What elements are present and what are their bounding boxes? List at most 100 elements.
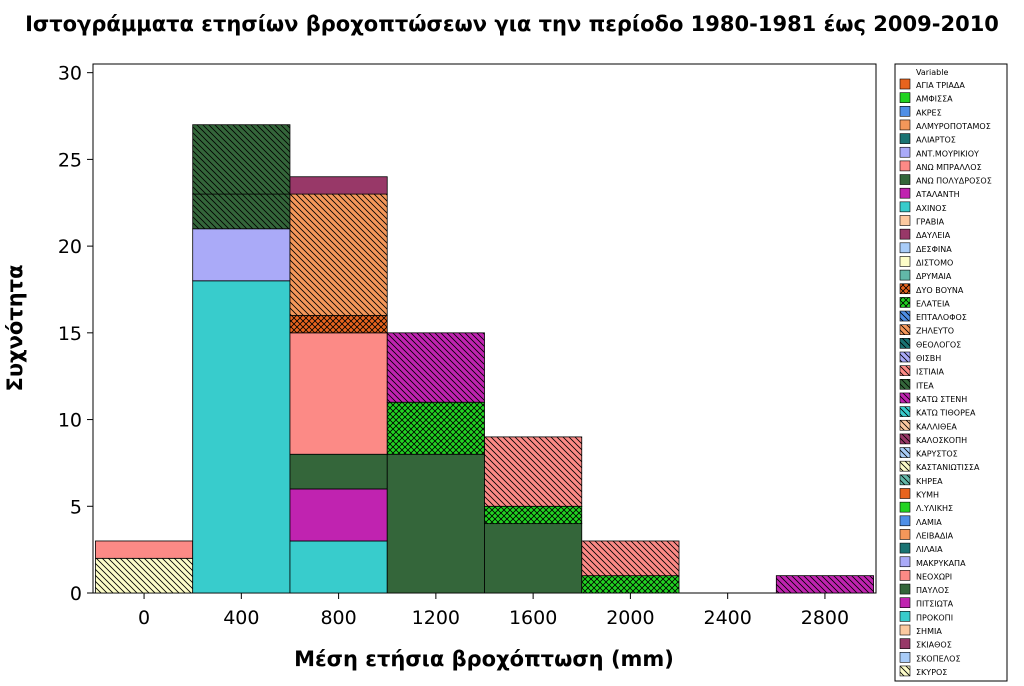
x-tick-label: 2000 <box>606 607 654 629</box>
bar-segment-0-1 <box>95 540 194 559</box>
legend-label: ΙΤΕΑ <box>916 381 934 390</box>
legend-label: ΠΡΟΚΟΠΙ <box>916 613 953 622</box>
legend-swatch <box>899 365 911 376</box>
legend-label: ΑΚΡΕΣ <box>916 108 942 117</box>
legend-label: ΣΗΜΙΑ <box>916 627 942 636</box>
y-tick-label: 0 <box>70 583 82 605</box>
legend-label: ΔΕΣΦΙΝΑ <box>916 245 952 254</box>
legend-label: ΙΣΤΙΑΙΑ <box>916 368 944 377</box>
legend-swatch <box>899 160 911 172</box>
legend-swatch <box>899 419 911 431</box>
legend-label: ΕΠΤΑΛΟΦΟΣ <box>916 313 967 322</box>
legend-label: ΘΕΟΛΟΓΟΣ <box>916 340 961 349</box>
legend-swatch <box>899 324 911 336</box>
legend-label: ΛΑΜΙΑ <box>916 518 942 527</box>
legend-box <box>894 63 1008 682</box>
bar-segment-800-7 <box>289 488 388 542</box>
bar-segment-400-5 <box>192 124 291 195</box>
legend-label: ΑΧΙΝΟΣ <box>916 204 947 213</box>
legend-label: ΑΛΙΑΡΤΟΣ <box>916 136 956 145</box>
legend-swatch <box>899 583 911 595</box>
legend-swatch <box>899 92 911 103</box>
legend-swatch <box>899 174 911 185</box>
legend-swatch <box>899 447 911 458</box>
x-tick-label: 2800 <box>801 607 849 629</box>
legend-label: ΠΑΥΛΟΣ <box>916 586 949 595</box>
bar-segment-400-2 <box>192 280 291 594</box>
legend-swatch <box>899 242 911 254</box>
legend-swatch <box>899 638 911 649</box>
bar-segment-2800-21 <box>775 575 874 594</box>
legend-label: ΣΚΙΑΘΟΣ <box>916 641 952 650</box>
x-tick-label: 400 <box>223 607 259 629</box>
legend-swatch <box>899 433 911 445</box>
y-tick-label: 15 <box>58 323 82 345</box>
y-tick-label: 20 <box>58 236 82 258</box>
bar-segment-800-11 <box>289 193 388 316</box>
legend-swatch <box>899 597 911 609</box>
legend-swatch <box>899 501 911 513</box>
legend-swatch <box>899 570 911 581</box>
legend-swatch <box>899 624 911 636</box>
legend-label: ΚΑΡΥΣΤΟΣ <box>916 450 958 459</box>
legend-label: ΚΑΛΛΙΘΕΑ <box>916 422 957 431</box>
legend-label: ΚΑΤΩ ΣΤΕΝΗ <box>916 395 967 404</box>
legend-label: ΝΕΟΧΩΡΙ <box>916 572 952 581</box>
legend-swatch <box>899 269 911 281</box>
legend-label: ΔΡΥΜΑΙΑ <box>916 272 952 281</box>
x-axis: 0 400 800 1200 1600 2000 2400 2800 <box>138 593 849 629</box>
y-tick-label: 25 <box>58 149 82 171</box>
legend-swatch <box>899 310 911 322</box>
legend-swatch <box>899 378 911 390</box>
legend-label: ΑΝΩ ΜΠΡΑΛΛΟΣ <box>916 163 982 172</box>
x-tick-label: 0 <box>138 607 150 629</box>
bar-segment-800-9 <box>289 332 388 455</box>
legend-swatch <box>899 665 911 677</box>
legend-swatch <box>899 297 911 308</box>
bar-segment-2000-20 <box>581 540 680 577</box>
legend-swatch <box>899 215 911 226</box>
x-tick-label: 1600 <box>509 607 557 629</box>
legend-swatch <box>899 133 911 144</box>
y-axis-title: Συχνότητα <box>3 265 27 392</box>
legend-swatch <box>899 556 911 568</box>
legend-label: ΚΑΣΤΑΝΙΩΤΙΣΣΑ <box>916 463 980 472</box>
legend-swatch <box>899 228 911 240</box>
bar-segment-1600-16 <box>484 523 583 594</box>
bar-segment-1600-17 <box>484 505 583 525</box>
legend-label: ΠΙΤΣΙΩΤΑ <box>916 600 954 609</box>
bar-segment-400-4 <box>192 193 291 230</box>
y-tick-label: 30 <box>58 63 82 85</box>
bar-segment-400-3 <box>192 228 291 282</box>
legend-swatch <box>899 146 911 158</box>
legend-label: ΑΝΩ ΠΟΛΥΔΡΟΣΟΣ <box>916 177 992 186</box>
legend-label: ΑΓΙΑ ΤΡΙΑΔΑ <box>916 81 965 90</box>
bar-segment-1200-15 <box>386 332 485 403</box>
legend-swatch <box>899 406 911 417</box>
legend-swatch <box>899 460 911 472</box>
x-tick-label: 800 <box>320 607 356 629</box>
legend-swatch <box>899 201 911 213</box>
bar-segment-800-6 <box>289 540 388 594</box>
legend-swatch <box>899 392 911 404</box>
bar-segment-1200-14 <box>386 401 485 455</box>
legend-swatch <box>899 474 911 486</box>
x-tick-label: 1200 <box>412 607 460 629</box>
chart-title: Ιστογράμματα ετησίων βροχοπτώσεων για τη… <box>25 12 999 36</box>
legend-label: ΚΗΡΕΑ <box>916 477 943 486</box>
legend-label: ΣΚΥΡΟΣ <box>916 668 947 677</box>
legend-swatch <box>899 256 911 267</box>
legend: Variable ΑΓΙΑ ΤΡΙΑΔΑ ΑΜΦΙΣΣΑ ΑΚΡΕΣ ΑΛΜΥΡΟΠΟ… <box>894 63 1008 682</box>
y-axis: 0 5 10 15 20 25 30 <box>58 63 93 605</box>
legend-title: Variable <box>916 68 948 77</box>
legend-label: ΣΚΟΠΕΛΟΣ <box>916 654 961 663</box>
legend-label: ΚΥΜΗ <box>916 491 939 500</box>
legend-label: ΔΑΥΛΕΙΑ <box>916 231 951 240</box>
bar-segment-1200-13 <box>386 453 485 594</box>
legend-label: ΔΙΣΤΟΜΟ <box>916 258 953 267</box>
legend-label: ΛΕΙΒΑΔΙΑ <box>916 531 954 540</box>
bar-segment-0-0 <box>95 557 194 594</box>
legend-swatch <box>899 351 911 363</box>
y-tick-label: 10 <box>58 410 82 432</box>
